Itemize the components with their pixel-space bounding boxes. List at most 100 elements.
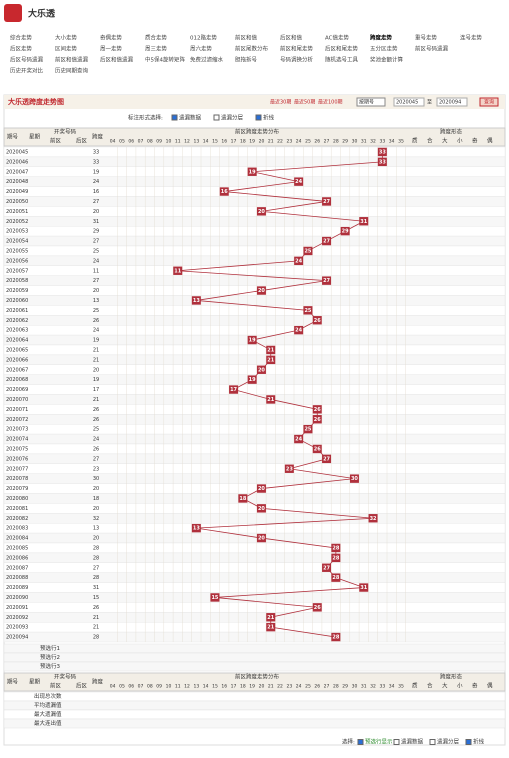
nav-tab[interactable]: 综合走势	[10, 34, 33, 42]
checkbox[interactable]	[255, 114, 262, 121]
nav-tab[interactable]: 历史同期查询	[55, 67, 89, 75]
nav-tab[interactable]: 后区和值	[280, 34, 303, 42]
nav-tab[interactable]: 前区和尾走势	[280, 45, 314, 53]
span-box-label: 28	[332, 555, 339, 561]
nav-tab[interactable]: 质合走势	[145, 34, 168, 42]
nav-tab[interactable]: 号码调换分析	[280, 56, 314, 64]
nav-tab[interactable]: 后区号码遗漏	[10, 56, 44, 64]
nav-tab[interactable]: 前区号码遗漏	[415, 45, 449, 53]
nav-tab[interactable]: 奇偶走势	[100, 34, 123, 42]
x-tick-label: 26	[314, 139, 320, 145]
issue: 2020072	[6, 417, 28, 423]
nav-tab[interactable]: 012路走势	[190, 34, 217, 42]
span-box	[322, 454, 332, 464]
checkbox[interactable]	[213, 114, 220, 121]
checkbox[interactable]	[465, 739, 472, 745]
nav-tab[interactable]: 奖池金额计算	[370, 56, 404, 64]
nav-tab[interactable]: 后区和尾走势	[325, 45, 359, 53]
issue: 2020075	[6, 446, 28, 452]
issue: 2020077	[6, 466, 28, 472]
span-value: 23	[93, 466, 99, 472]
nav-tab[interactable]: AC值走势	[325, 34, 350, 42]
option-label[interactable]: 遗漏分层	[221, 114, 244, 122]
period-link[interactable]: 最近30期	[270, 99, 291, 106]
nav-tab[interactable]: 周一走势	[100, 45, 123, 53]
period-link[interactable]: 最近100期	[318, 99, 343, 106]
col-week: 星期	[29, 134, 41, 141]
site-title: 大乐透	[28, 8, 56, 20]
nav-tab[interactable]: 周六走势	[190, 45, 213, 53]
nav-tab[interactable]: 连号走势	[460, 34, 483, 42]
issue: 2020062	[6, 318, 28, 324]
issue: 2020070	[6, 397, 28, 403]
span-box-label: 27	[323, 565, 330, 571]
span-box	[219, 187, 229, 196]
span-box	[359, 217, 369, 226]
checkbox[interactable]	[429, 739, 436, 745]
preselect-row	[3, 643, 506, 654]
nav-tab[interactable]: 区间走势	[55, 45, 78, 53]
nav-tab[interactable]: 周三走势	[145, 45, 168, 53]
nav-tab[interactable]: 后区走势	[10, 45, 33, 53]
nav-tab[interactable]: 五分区走势	[370, 45, 398, 53]
option-label[interactable]: 折线	[263, 114, 275, 122]
col-week: 星期	[29, 679, 41, 686]
checkbox[interactable]	[171, 114, 178, 121]
nav-tab[interactable]: 后区和值遗漏	[100, 56, 134, 64]
row	[3, 295, 506, 306]
span-box	[266, 355, 276, 365]
x-tick-label: 12	[184, 139, 190, 145]
span-box-label: 28	[332, 575, 339, 581]
row	[3, 196, 506, 207]
nav-tab[interactable]: 免费过滤缩水	[190, 56, 224, 64]
span-value: 27	[93, 278, 99, 284]
footer-option[interactable]: 遗漏数据	[401, 738, 424, 746]
x-tick-label: 22	[277, 684, 283, 690]
input-from[interactable]	[393, 97, 425, 107]
span-box-label: 20	[258, 367, 265, 373]
span-value: 27	[93, 565, 99, 571]
query-text[interactable]: 查询	[484, 99, 494, 106]
period-link[interactable]: 最近50期	[294, 99, 315, 106]
row	[3, 631, 506, 643]
footer-option[interactable]: 预选行显示	[365, 738, 393, 746]
row	[3, 176, 506, 187]
span-box-label: 27	[323, 278, 330, 284]
shape-col: 大	[442, 137, 448, 145]
footer-option[interactable]: 折线	[473, 738, 485, 746]
issue: 2020089	[6, 585, 28, 591]
nav-tab[interactable]: 重号走势	[415, 34, 438, 42]
nav-tab[interactable]: 中5保4旋转矩阵	[145, 56, 185, 64]
issue: 2020085	[6, 545, 28, 551]
span-box	[377, 147, 387, 157]
checkbox[interactable]	[357, 739, 364, 745]
span-box-label: 31	[360, 219, 367, 225]
input-to[interactable]	[436, 97, 468, 107]
nav-tab[interactable]: 前区和值遗漏	[55, 56, 89, 64]
nav-tab[interactable]: 跨度走势	[370, 34, 393, 42]
mark-label: 标注形式选择:	[128, 114, 163, 122]
select-box[interactable]	[356, 97, 386, 107]
option-label[interactable]: 遗漏数据	[179, 114, 202, 122]
span-value: 20	[93, 209, 99, 215]
nav-tab[interactable]: 大小走势	[55, 34, 78, 42]
x-tick-label: 10	[166, 139, 172, 145]
footer-option[interactable]: 遗漏分层	[437, 738, 460, 746]
x-tick-label: 33	[379, 139, 385, 145]
x-tick-label: 15	[212, 684, 218, 690]
nav-tab[interactable]: 胆拖拆号	[235, 56, 258, 64]
nav-tab[interactable]: 随机选号工具	[325, 56, 359, 64]
x-tick-label: 06	[128, 684, 134, 690]
header-row	[3, 127, 506, 147]
preselect-label: 预选行1	[40, 644, 60, 652]
checkbox[interactable]	[393, 739, 400, 745]
issue: 2020082	[6, 516, 28, 522]
span-box	[303, 246, 313, 256]
nav-tab[interactable]: 前区和值	[235, 34, 258, 42]
nav-tab[interactable]: 历史开奖对比	[10, 67, 44, 75]
span-box	[312, 444, 322, 454]
span-value: 13	[93, 298, 99, 304]
span-box	[191, 523, 201, 533]
nav-tab[interactable]: 前区尾数分布	[235, 45, 269, 53]
query-button[interactable]	[479, 97, 499, 107]
